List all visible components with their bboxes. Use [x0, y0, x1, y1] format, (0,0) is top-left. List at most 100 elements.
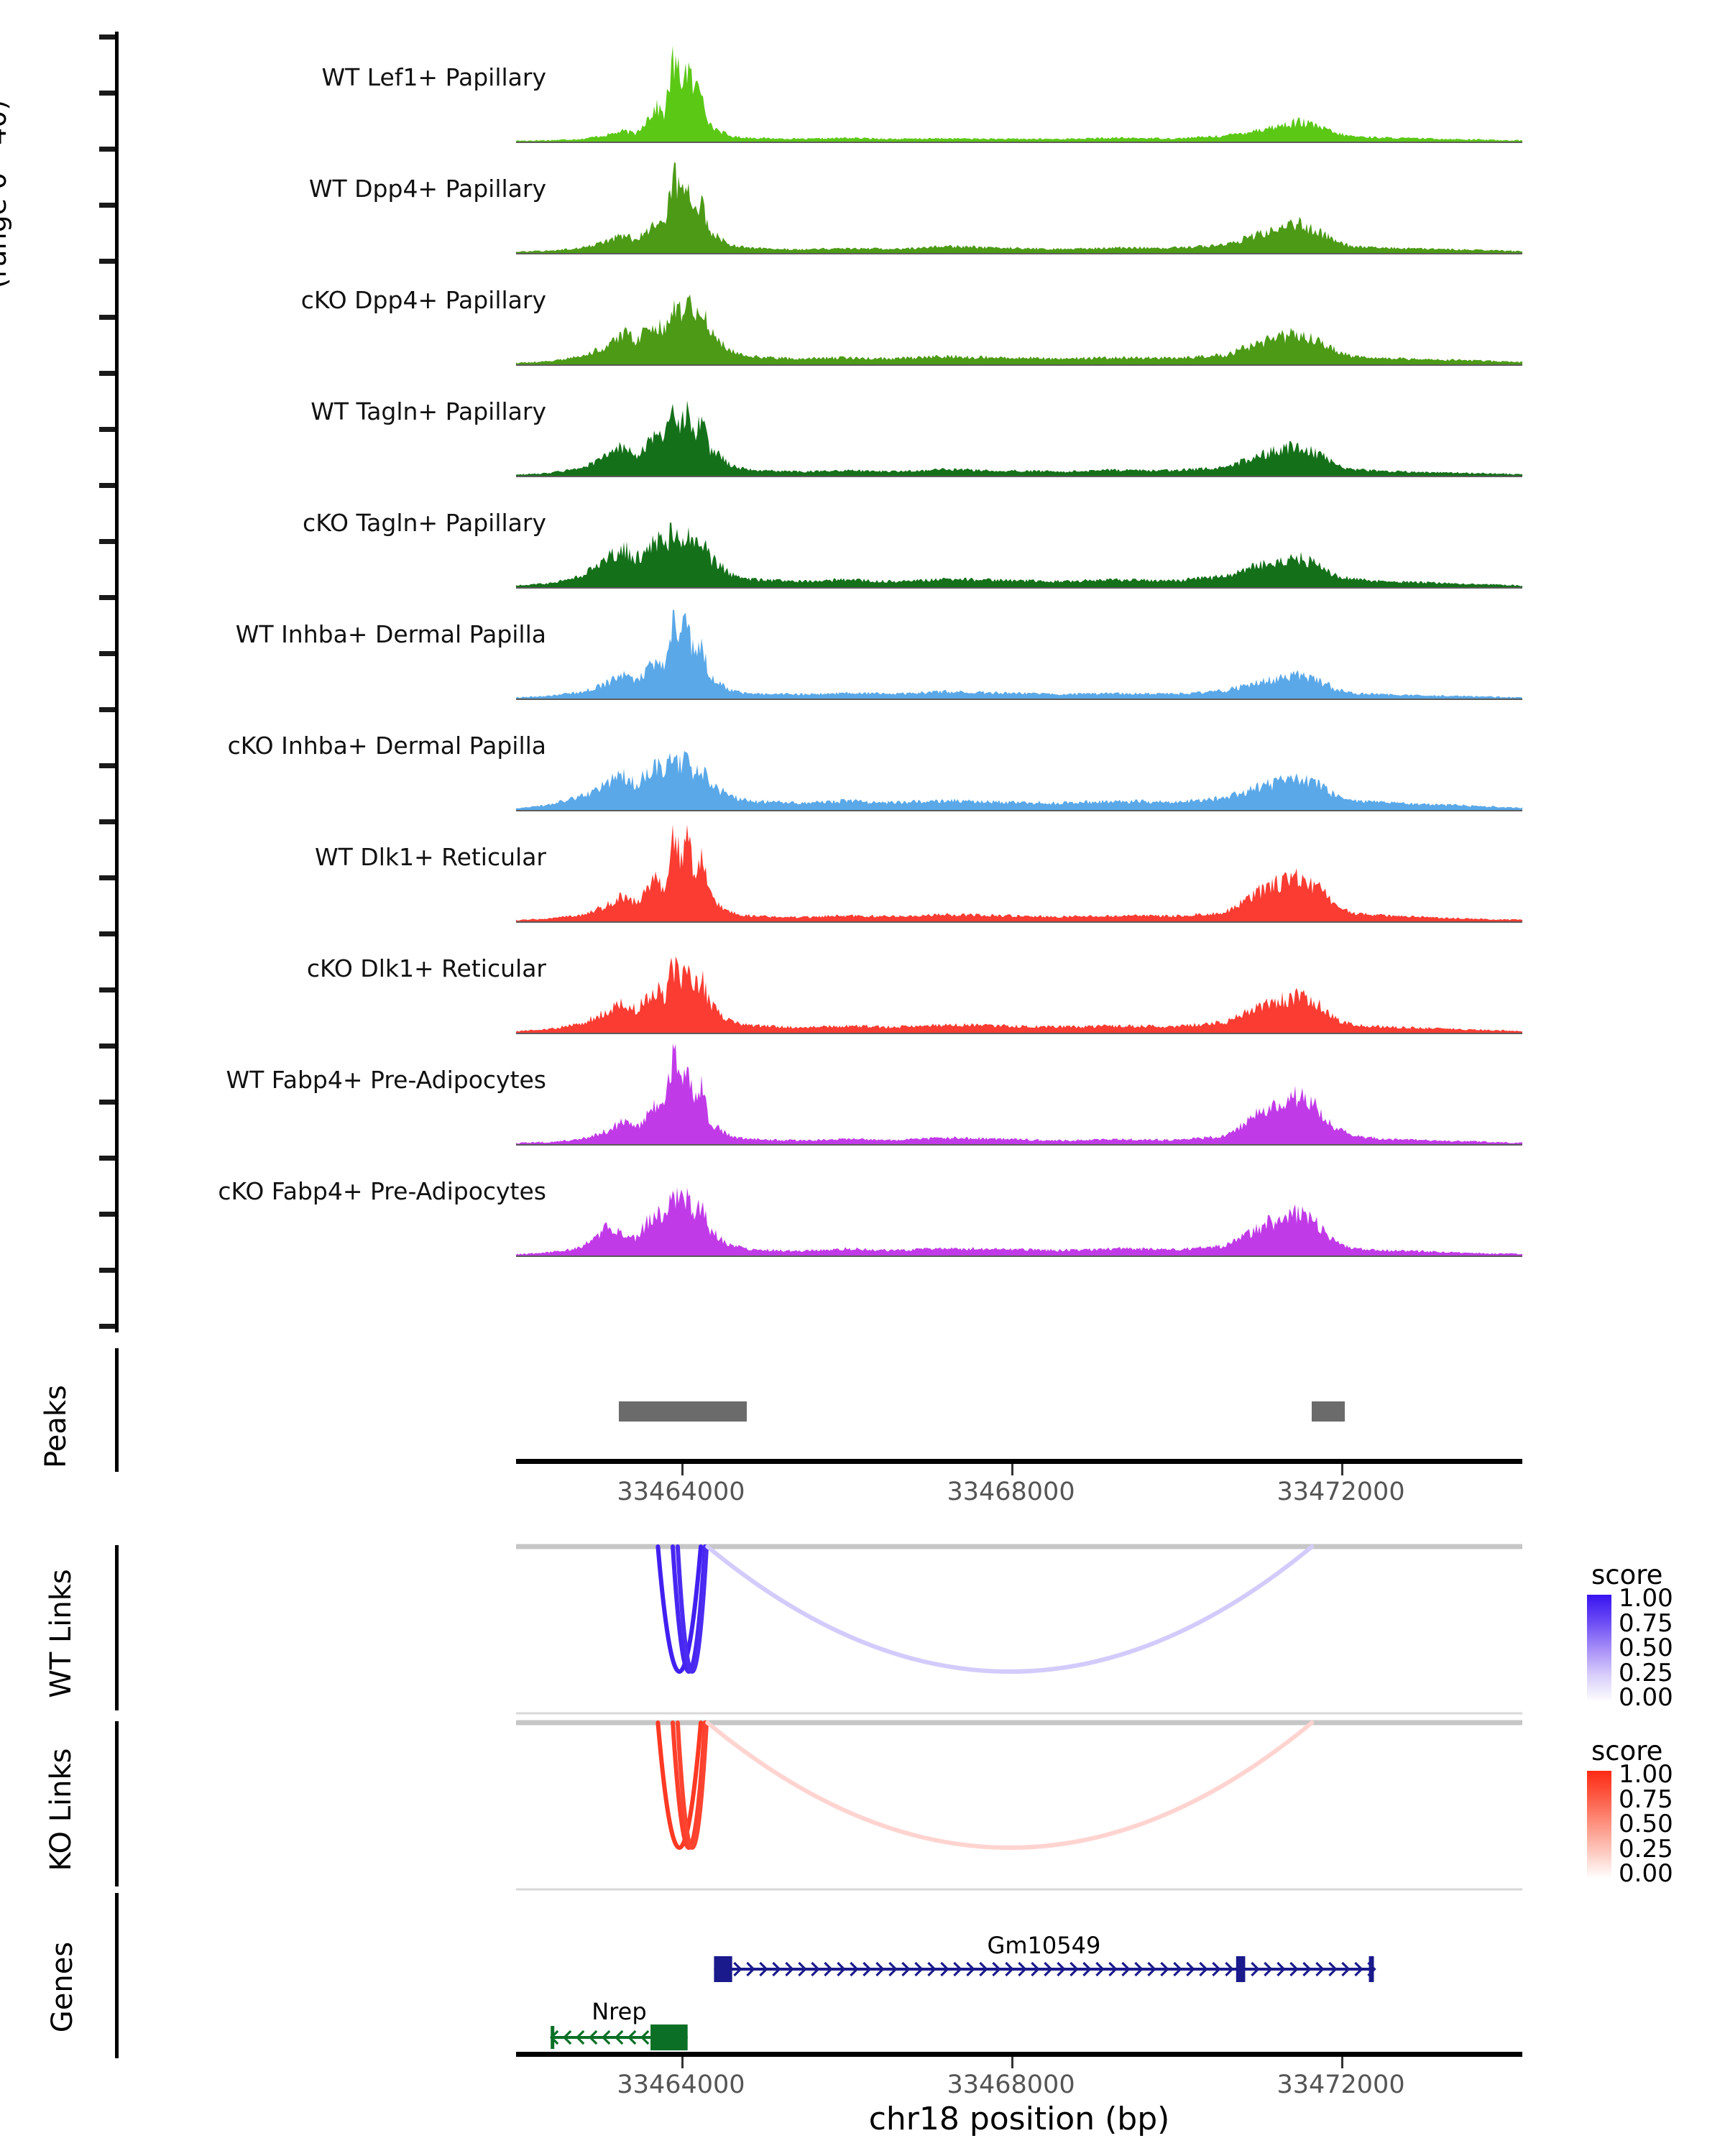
peaks-panel: Peaks — [0, 1344, 1725, 1488]
coverage-track-label: WT Dlk1+ Reticular — [315, 843, 546, 871]
y-axis-tick — [99, 763, 115, 768]
x-axis-tick-label: 33472000 — [1276, 2070, 1405, 2099]
legend-tick-label: 1.00 — [1619, 1584, 1673, 1613]
coverage-baseline — [516, 810, 1522, 811]
legend-tick-label: 0.00 — [1619, 1859, 1673, 1888]
ko-links-arcs — [516, 1714, 1522, 1894]
coverage-baseline — [516, 142, 1522, 143]
ko-links-panel: KO Links score 1.00 0.75 0.50 0.25 0.00 — [0, 1714, 1725, 1894]
y-axis-tick — [99, 875, 115, 880]
wt-links-legend: score 1.00 0.75 0.50 0.25 0.00 — [1567, 1560, 1725, 1710]
coverage-track-label: cKO Dlk1+ Reticular — [306, 954, 546, 982]
coverage-baseline — [516, 253, 1522, 254]
coverage-signal — [516, 1034, 1522, 1146]
y-axis-tick — [99, 931, 115, 936]
peak-bar — [1312, 1401, 1346, 1422]
wt-links-label: WT Links — [45, 1569, 78, 1698]
x-axis-tick-label: 33468000 — [947, 2070, 1075, 2099]
y-axis-tick — [99, 1268, 115, 1273]
x-axis-title: chr18 position (bp) — [868, 2101, 1170, 2137]
y-axis-tick — [99, 1324, 115, 1329]
coverage-track-label: cKO Inhba+ Dermal Papilla — [227, 732, 546, 760]
coverage-signal — [516, 254, 1522, 366]
ko-legend-colorbar — [1587, 1771, 1611, 1879]
x-axis-tick-label: 33472000 — [1276, 1478, 1405, 1506]
x-axis-tick-label: 33464000 — [617, 1478, 745, 1506]
coverage-signal — [516, 700, 1522, 811]
gene-name-label: Nrep — [592, 1998, 647, 2025]
coverage-signal — [516, 589, 1522, 700]
coverage-track-label: WT Dpp4+ Papillary — [308, 175, 546, 203]
legend-tick-label: 0.50 — [1619, 1634, 1673, 1662]
x-axis-tick — [1340, 2057, 1343, 2068]
coverage-track-label: WT Inhba+ Dermal Papilla — [235, 620, 546, 648]
legend-tick-label: 0.25 — [1619, 1834, 1673, 1864]
x-axis-tick — [1340, 1464, 1343, 1475]
ko-legend-ticks: 1.00 0.75 0.50 0.25 0.00 — [1619, 1762, 1673, 1886]
peak-bar — [619, 1401, 748, 1422]
coverage-track: cKO Fabp4+ Pre-Adipocytes — [0, 1146, 1725, 1257]
wt-legend-colorbar — [1587, 1595, 1611, 1703]
coverage-track: cKO Dlk1+ Reticular — [0, 923, 1725, 1034]
genes-ruler: 33464000 33468000 33472000 chr18 position … — [0, 2052, 1725, 2145]
y-axis-tick — [99, 1212, 115, 1217]
gene-name-label: Gm10549 — [987, 1932, 1101, 1959]
y-axis-tick — [99, 91, 115, 96]
coverage-track: WT Fabp4+ Pre-Adipocytes — [0, 1034, 1725, 1146]
coverage-track-label: cKO Dpp4+ Papillary — [300, 286, 546, 314]
legend-tick-label: 0.75 — [1619, 1608, 1673, 1638]
legend-tick-label: 0.00 — [1619, 1683, 1673, 1712]
ko-legend-title: score — [1591, 1736, 1663, 1766]
coverage-baseline — [516, 699, 1522, 700]
coverage-signal — [516, 366, 1522, 477]
y-axis-tick — [99, 427, 115, 432]
legend-tick-label: 0.25 — [1619, 1658, 1673, 1687]
y-axis-tick — [99, 203, 115, 208]
coverage-signal — [516, 477, 1522, 589]
y-axis-tick — [99, 483, 115, 488]
x-axis-tick — [1011, 1464, 1013, 1475]
coverage-track: WT Dlk1+ Reticular — [0, 811, 1725, 923]
coverage-baseline — [516, 1144, 1522, 1146]
x-axis-tick — [1011, 2057, 1013, 2068]
genes-models — [516, 1890, 1522, 2070]
genes-axis — [115, 1893, 119, 2058]
coverage-baseline — [516, 1033, 1522, 1034]
coverage-baseline — [516, 476, 1522, 477]
coverage-signal — [516, 1146, 1522, 1257]
y-axis-tick — [99, 147, 115, 152]
y-axis-tick — [99, 259, 115, 264]
y-axis-tick — [99, 651, 115, 656]
wt-links-panel: WT Links score 1.00 0.75 0.50 0.25 0.00 — [0, 1538, 1725, 1718]
peaks-ruler: 33464000 33468000 33472000 — [0, 1459, 1725, 1538]
x-axis-tick — [681, 2057, 684, 2068]
x-axis-tick-label: 33468000 — [947, 1478, 1075, 1506]
genes-label: Genes — [46, 1941, 79, 2033]
wt-links-arcs — [516, 1538, 1522, 1718]
legend-tick-label: 0.75 — [1619, 1784, 1673, 1814]
coverage-baseline — [516, 364, 1522, 366]
y-axis-tick — [99, 707, 115, 712]
y-axis-tick — [99, 1100, 115, 1105]
x-axis-tick-label: 33464000 — [617, 2070, 745, 2099]
y-axis-tick — [99, 539, 115, 544]
y-axis-tick — [99, 34, 115, 40]
y-axis-tick — [99, 819, 115, 824]
coverage-track-label: WT Fabp4+ Pre-Adipocytes — [226, 1066, 546, 1094]
y-axis-tick — [99, 1156, 115, 1161]
wt-legend-ticks: 1.00 0.75 0.50 0.25 0.00 — [1619, 1586, 1673, 1710]
y-axis-tick — [99, 987, 115, 992]
coverage-track-label: WT Lef1+ Papillary — [321, 63, 546, 91]
coverage-track: WT Dpp4+ Papillary — [0, 143, 1725, 254]
x-axis-tick — [681, 1464, 684, 1475]
coverage-baseline — [516, 587, 1522, 589]
y-axis-tick — [99, 371, 115, 376]
coverage-y-axis — [99, 32, 119, 1332]
coverage-track: WT Lef1+ Papillary — [0, 32, 1725, 143]
coverage-track: cKO Dpp4+ Papillary — [0, 254, 1725, 366]
ko-links-axis — [115, 1721, 119, 1886]
coverage-baseline — [516, 1256, 1522, 1257]
coverage-track: WT Tagln+ Papillary — [0, 366, 1725, 477]
ko-links-legend: score 1.00 0.75 0.50 0.25 0.00 — [1567, 1736, 1725, 1886]
